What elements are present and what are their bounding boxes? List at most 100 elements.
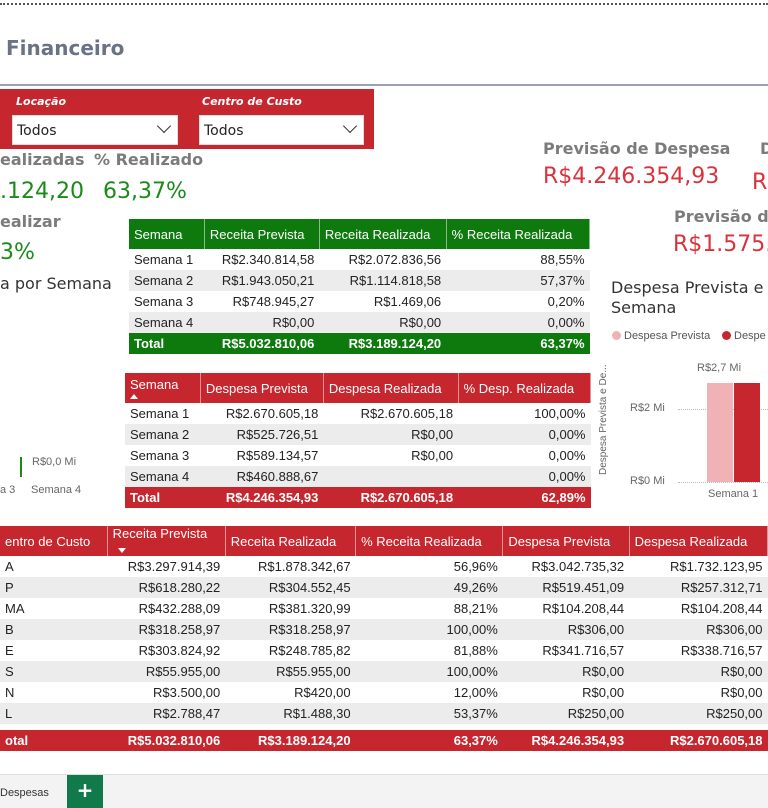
receita-semana-table: Semana Receita Prevista Receita Realizad… bbox=[129, 219, 591, 354]
chart-gridline bbox=[678, 482, 768, 483]
col-header[interactable]: Despesa Realizada bbox=[629, 526, 768, 556]
table-cell: S bbox=[0, 661, 108, 682]
chart-bar-despesa-realizada[interactable] bbox=[734, 383, 760, 482]
page-title: Financeiro bbox=[6, 36, 125, 60]
col-header[interactable]: Semana bbox=[125, 373, 201, 403]
table-cell: R$1.732.123,95 bbox=[669, 559, 763, 574]
sort-descending-icon bbox=[117, 548, 126, 553]
table-cell: 63,37% bbox=[355, 730, 503, 751]
despesa-chart-title-line2: Semana bbox=[611, 298, 677, 317]
kpi-pct-realizado-value: 63,37% bbox=[103, 179, 187, 204]
table-row: L R$2.788,47 R$1.488,30 53,37% R$250,00 R$250… bbox=[0, 703, 768, 724]
col-header[interactable]: entro de Custo bbox=[0, 526, 108, 556]
table-cell: R$3.042.735,32 bbox=[531, 559, 625, 574]
add-page-button[interactable]: + bbox=[67, 775, 103, 808]
col-header[interactable]: Receita Prevista bbox=[107, 526, 226, 556]
table-cell: 57,37% bbox=[446, 270, 590, 291]
table-total-row: otal R$5.032.810,06 R$3.189.124,20 63,37% R$… bbox=[0, 730, 768, 751]
slicer-locacao-dropdown[interactable]: Todos bbox=[12, 115, 178, 145]
col-header[interactable]: Receita Realizada bbox=[225, 526, 357, 556]
chevron-down-icon bbox=[156, 118, 172, 134]
table-cell: R$0,00 bbox=[319, 312, 447, 333]
table-cell: R$306,00 bbox=[629, 619, 768, 640]
table-cell: R$432.288,09 bbox=[138, 601, 221, 616]
table-cell: Semana 3 bbox=[130, 448, 190, 463]
table-cell: R$618.280,22 bbox=[107, 577, 226, 598]
despesa-semana-table: Semana Despesa Prevista Despesa Realizad… bbox=[125, 373, 592, 508]
kpi-pct-realizado-label: % Realizado bbox=[94, 150, 204, 169]
col-header[interactable]: % Receita Realizada bbox=[355, 526, 504, 556]
table-cell: Total bbox=[125, 487, 201, 508]
table-cell: R$248.785,82 bbox=[268, 643, 351, 658]
col-header[interactable]: Despesa Prevista bbox=[200, 373, 324, 403]
chart-bar-despesa-prevista[interactable] bbox=[707, 383, 733, 482]
table-cell: R$250,00 bbox=[502, 703, 630, 724]
receita-chart-bar bbox=[20, 457, 22, 477]
top-divider bbox=[0, 3, 768, 5]
col-header[interactable]: % Receita Realizada bbox=[446, 219, 591, 249]
table-row: N R$3.500,00 R$420,00 12,00% R$0,00 R$0,00 bbox=[0, 682, 768, 703]
table-row: Semana 1 R$2.340.814,58 R$2.072.836,56 8… bbox=[129, 249, 590, 270]
centro-custo-table: entro de Custo Receita Prevista Receita … bbox=[0, 526, 768, 751]
table-cell: 0,00% bbox=[458, 424, 591, 445]
chart-y-axis-title: Despesa Prevista e De... bbox=[598, 364, 609, 475]
col-header[interactable]: Despesa Prevista bbox=[502, 526, 630, 556]
table-cell: R$104.208,44 bbox=[680, 601, 763, 616]
table-cell: P bbox=[0, 577, 108, 598]
table-cell: Total bbox=[129, 333, 205, 354]
col-header[interactable]: Receita Realizada bbox=[319, 219, 447, 249]
table-row: Semana 3 R$589.134,57 R$0,00 0,00% bbox=[125, 445, 591, 466]
chart-legend-item[interactable]: Despesa Prevista bbox=[612, 330, 710, 342]
table-cell: R$589.134,57 bbox=[236, 448, 319, 463]
legend-dot-icon bbox=[722, 331, 731, 340]
table-cell: N bbox=[5, 685, 15, 700]
slicer-centro-dropdown[interactable]: Todos bbox=[199, 115, 364, 145]
table-cell: R$1.114.818,58 bbox=[319, 270, 447, 291]
chevron-down-icon bbox=[342, 118, 358, 134]
table-cell: 0,00% bbox=[446, 312, 590, 333]
receita-chart-x-label: Semana 4 bbox=[31, 484, 82, 496]
table-cell: R$1.943.050,21 bbox=[204, 270, 320, 291]
col-header[interactable]: Semana bbox=[129, 219, 205, 249]
table-cell: R$519.451,09 bbox=[502, 577, 630, 598]
table-cell: 0,00% bbox=[548, 448, 586, 463]
col-header[interactable]: Despesa Realizada bbox=[323, 373, 459, 403]
slicer-centro-label: Centro de Custo bbox=[202, 95, 302, 108]
table-cell: R$306,00 bbox=[502, 619, 630, 640]
table-cell: R$0,00 bbox=[582, 685, 625, 700]
kpi-realizar-label: ealizar bbox=[0, 212, 61, 231]
table-cell: R$1.878.342,67 bbox=[258, 559, 351, 574]
table-cell: R$5.032.810,06 bbox=[204, 333, 320, 354]
kpi-realizadas-label: ealizadas bbox=[0, 150, 85, 169]
table-row: B R$318.258,97 R$318.258,97 100,00% R$306,00… bbox=[0, 619, 768, 640]
table-cell: R$0,00 bbox=[204, 312, 320, 333]
chart-legend-item[interactable]: Despe bbox=[722, 330, 766, 342]
table-cell: R$0,00 bbox=[323, 424, 459, 445]
slicer-centro-value: Todos bbox=[204, 123, 244, 139]
legend-dot-icon bbox=[612, 331, 621, 340]
table-cell: R$303.824,92 bbox=[138, 643, 221, 658]
table-cell: R$0,00 bbox=[629, 661, 768, 682]
table-cell: R$2.788,47 bbox=[107, 703, 226, 724]
table-cell: R$250,00 bbox=[629, 703, 768, 724]
table-cell: 88,55% bbox=[540, 252, 585, 267]
table-header-row: Semana Receita Prevista Receita Realizad… bbox=[129, 219, 591, 249]
chart-x-tick: Semana 1 bbox=[708, 488, 759, 500]
table-cell: 100,00% bbox=[355, 619, 503, 640]
table-cell: R$3.189.124,20 bbox=[319, 333, 447, 354]
table-cell: B bbox=[0, 619, 108, 640]
tab-despesas[interactable]: Despesas bbox=[0, 787, 49, 799]
table-cell: Semana 4 bbox=[129, 312, 205, 333]
col-header-label: Receita Prevista bbox=[112, 526, 208, 541]
table-row: S R$55.955,00 R$55.955,00 100,00% R$0,00 R$0,… bbox=[0, 661, 768, 682]
slicer-locacao-value: Todos bbox=[17, 123, 57, 139]
col-header[interactable]: Receita Prevista bbox=[204, 219, 320, 249]
table-cell: R$0,00 bbox=[720, 685, 763, 700]
table-cell: 100,00% bbox=[355, 661, 503, 682]
table-total-row: Total R$4.246.354,93 R$2.670.605,18 62,8… bbox=[125, 487, 591, 508]
table-header-row: entro de Custo Receita Prevista Receita … bbox=[0, 526, 768, 556]
table-cell: R$4.246.354,93 bbox=[200, 487, 324, 508]
col-header[interactable]: % Desp. Realizada bbox=[458, 373, 592, 403]
table-cell: 0,20% bbox=[547, 294, 585, 309]
